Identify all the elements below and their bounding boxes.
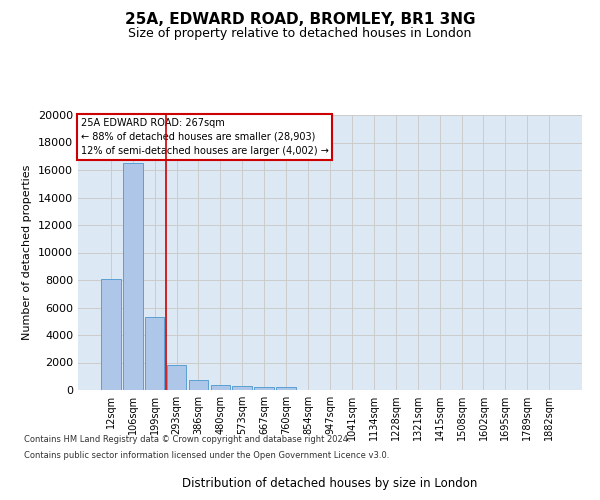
Text: 25A, EDWARD ROAD, BROMLEY, BR1 3NG: 25A, EDWARD ROAD, BROMLEY, BR1 3NG (125, 12, 475, 28)
Bar (123, 163, 143, 390)
Text: Contains HM Land Registry data © Crown copyright and database right 2024.: Contains HM Land Registry data © Crown c… (24, 436, 350, 444)
Text: Size of property relative to detached houses in London: Size of property relative to detached ho… (128, 28, 472, 40)
Y-axis label: Number of detached properties: Number of detached properties (22, 165, 32, 340)
Bar (254, 387, 274, 390)
Bar (211, 385, 230, 390)
Bar (188, 380, 208, 390)
Bar (276, 387, 296, 390)
Bar (145, 317, 164, 390)
Bar (232, 386, 252, 390)
Text: 25A EDWARD ROAD: 267sqm
← 88% of detached houses are smaller (28,903)
12% of sem: 25A EDWARD ROAD: 267sqm ← 88% of detache… (80, 118, 328, 156)
Bar (101, 278, 121, 390)
Text: Contains public sector information licensed under the Open Government Licence v3: Contains public sector information licen… (24, 450, 389, 460)
Text: Distribution of detached houses by size in London: Distribution of detached houses by size … (182, 477, 478, 490)
Bar (167, 364, 187, 390)
